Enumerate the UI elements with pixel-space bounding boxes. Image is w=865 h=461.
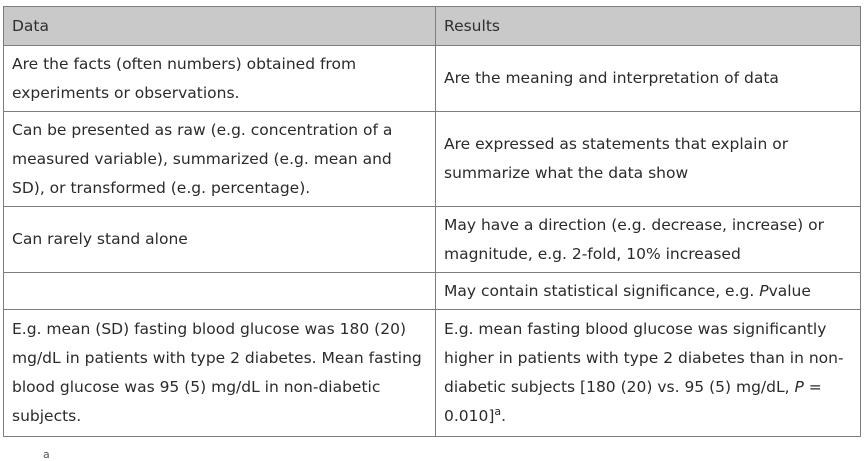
- table-row: May contain statistical significance, e.…: [3, 272, 861, 310]
- header-data: Data: [3, 6, 436, 46]
- results-cell: E.g. mean fasting blood glucose was sign…: [435, 309, 861, 437]
- data-cell: Are the facts (often numbers) obtained f…: [3, 45, 436, 112]
- data-cell-empty: [3, 272, 436, 310]
- results-text: May contain statistical significance, e.…: [444, 281, 760, 300]
- results-cell: May have a direction (e.g. decrease, inc…: [435, 206, 861, 273]
- table-row: Are the facts (often numbers) obtained f…: [3, 45, 861, 112]
- footnote-ref: a: [494, 404, 502, 418]
- results-cell: Are expressed as statements that explain…: [435, 111, 861, 207]
- table-row: Can be presented as raw (e.g. concentrat…: [3, 111, 861, 207]
- results-text: E.g. mean fasting blood glucose was sign…: [444, 320, 844, 396]
- table-row: E.g. mean (SD) fasting blood glucose was…: [3, 309, 861, 437]
- table-header-row: Data Results: [3, 6, 861, 46]
- p-symbol: P: [759, 281, 769, 300]
- data-cell: Can rarely stand alone: [3, 206, 436, 273]
- p-value-text: = 0.010]: [444, 378, 822, 425]
- header-results: Results: [435, 6, 861, 46]
- results-cell: May contain statistical significance, e.…: [435, 272, 861, 310]
- results-text-end: value: [768, 281, 811, 300]
- results-cell: Are the meaning and interpretation of da…: [435, 45, 861, 112]
- results-text-end: .: [501, 407, 507, 425]
- p-symbol: P: [794, 378, 804, 396]
- table-row: Can rarely stand alone May have a direct…: [3, 206, 861, 273]
- data-vs-results-table: Data Results Are the facts (often number…: [3, 6, 861, 437]
- data-cell: Can be presented as raw (e.g. concentrat…: [3, 111, 436, 207]
- data-cell: E.g. mean (SD) fasting blood glucose was…: [3, 309, 436, 437]
